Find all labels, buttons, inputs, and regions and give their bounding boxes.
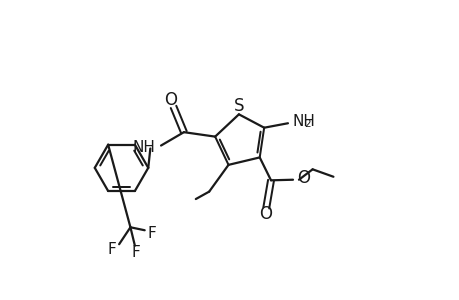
Text: F: F: [147, 226, 156, 241]
Text: F: F: [107, 242, 116, 257]
Text: S: S: [234, 97, 244, 115]
Text: F: F: [132, 245, 140, 260]
Text: O: O: [258, 206, 272, 224]
Text: NH: NH: [292, 114, 314, 129]
Text: O: O: [164, 92, 177, 110]
Text: NH: NH: [133, 140, 155, 154]
Text: 2: 2: [304, 119, 310, 129]
Text: O: O: [297, 169, 310, 187]
